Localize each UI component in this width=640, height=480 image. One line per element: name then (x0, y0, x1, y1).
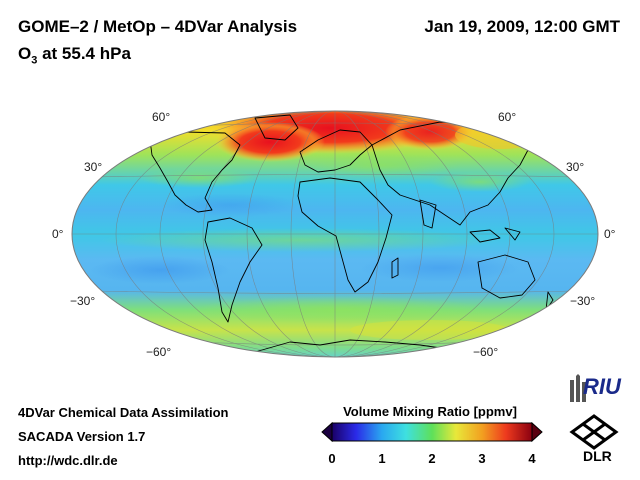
species-label: O3 at 55.4 hPa (18, 44, 131, 66)
colorbar-tick-1: 1 (378, 451, 386, 466)
colorbar (321, 422, 543, 442)
lat-label-left-minus30: −30° (70, 294, 96, 308)
lat-label-right-60: 60° (498, 110, 517, 124)
colorbar-ramp (331, 422, 533, 442)
colorbar-title: Volume Mixing Ratio [ppmv] (343, 404, 517, 419)
lat-label-left-0: 0° (52, 227, 64, 241)
lat-label-right-0: 0° (604, 227, 616, 241)
lat-label-left-minus60: −60° (146, 345, 172, 359)
species-subscript: 3 (31, 54, 38, 67)
footer-line-1: 4DVar Chemical Data Assimilation (18, 405, 229, 420)
dlr-logo-text: DLR (583, 448, 612, 464)
lat-label-left-60: 60° (152, 110, 171, 124)
colorbar-tick-3: 3 (478, 451, 486, 466)
lat-label-left-30: 30° (84, 160, 103, 174)
footer-url[interactable]: http://wdc.dlr.de (18, 453, 118, 468)
lat-label-right-30: 30° (566, 160, 585, 174)
footer-line-2: SACADA Version 1.7 (18, 429, 146, 444)
lat-label-right-minus30: −30° (570, 294, 596, 308)
riu-logo-text: RIU (583, 374, 621, 399)
coastlines (149, 114, 554, 353)
pressure-level: at 55.4 hPa (37, 44, 131, 63)
colorbar-tick-0: 0 (328, 451, 336, 466)
riu-tower-icon (570, 374, 586, 402)
colorbar-tick-4: 4 (528, 451, 536, 466)
colorbar-min-arrow (321, 422, 333, 442)
analysis-datetime: Jan 19, 2009, 12:00 GMT (424, 17, 620, 36)
map-title: GOME–2 / MetOp – 4DVar Analysis (18, 17, 298, 36)
map-border (71, 110, 599, 358)
lat-label-right-minus60: −60° (473, 345, 499, 359)
dlr-logo-icon (569, 414, 619, 450)
species-symbol: O (18, 44, 32, 63)
colorbar-tick-2: 2 (428, 451, 436, 466)
colorbar-max-arrow (531, 422, 543, 442)
